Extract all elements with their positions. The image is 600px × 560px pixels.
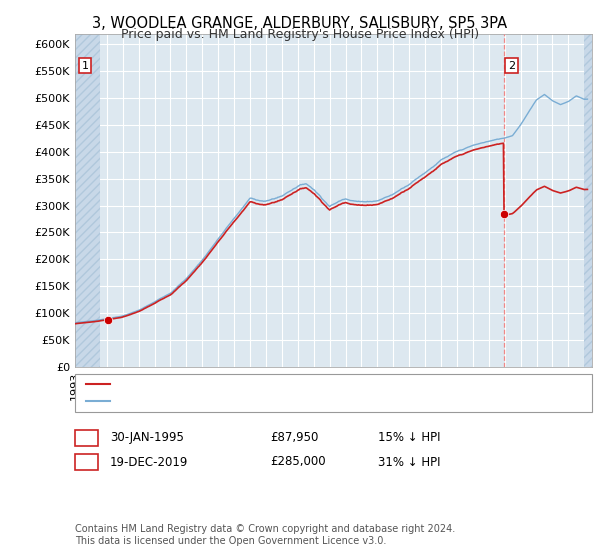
Text: HPI: Average price, detached house, Wiltshire: HPI: Average price, detached house, Wilt… <box>115 396 370 406</box>
Text: 15% ↓ HPI: 15% ↓ HPI <box>378 431 440 445</box>
Text: £87,950: £87,950 <box>270 431 319 445</box>
Text: £285,000: £285,000 <box>270 455 326 469</box>
Text: Price paid vs. HM Land Registry's House Price Index (HPI): Price paid vs. HM Land Registry's House … <box>121 28 479 41</box>
Text: 2: 2 <box>508 60 515 71</box>
Text: 3, WOODLEA GRANGE, ALDERBURY, SALISBURY, SP5 3PA (detached house): 3, WOODLEA GRANGE, ALDERBURY, SALISBURY,… <box>115 379 533 389</box>
Text: Contains HM Land Registry data © Crown copyright and database right 2024.
This d: Contains HM Land Registry data © Crown c… <box>75 524 455 546</box>
Bar <box>75 34 100 367</box>
Text: 3, WOODLEA GRANGE, ALDERBURY, SALISBURY, SP5 3PA: 3, WOODLEA GRANGE, ALDERBURY, SALISBURY,… <box>92 16 508 31</box>
Text: 1: 1 <box>82 60 88 71</box>
Bar <box>584 34 592 367</box>
Text: 2: 2 <box>83 455 90 469</box>
Text: 31% ↓ HPI: 31% ↓ HPI <box>378 455 440 469</box>
Text: 19-DEC-2019: 19-DEC-2019 <box>110 455 188 469</box>
Text: 1: 1 <box>83 431 90 445</box>
Text: 30-JAN-1995: 30-JAN-1995 <box>110 431 184 445</box>
